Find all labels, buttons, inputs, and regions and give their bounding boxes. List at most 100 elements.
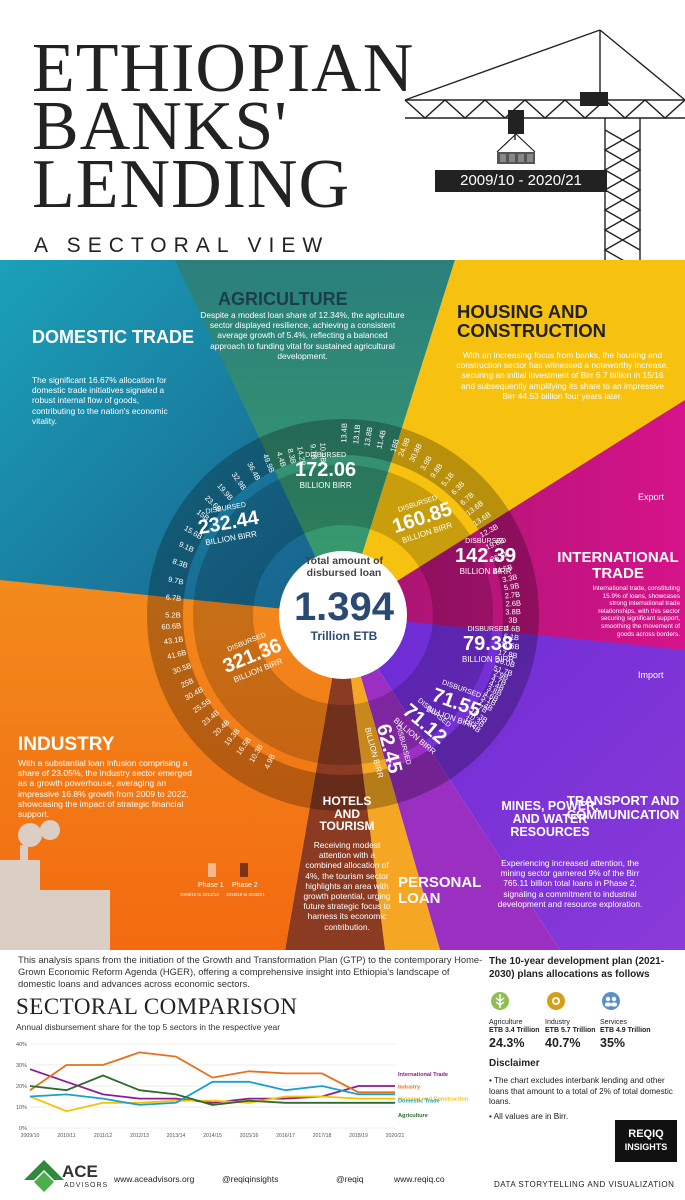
series-line-domestic-trade	[29, 1080, 395, 1106]
international-trade-title: INTERNATIONAL TRADE	[557, 549, 679, 582]
x-tick-label: 2018/19	[349, 1133, 368, 1139]
plan-agriculture-pct: 24.3%	[489, 1035, 525, 1050]
legend-label: Domestic Trade	[398, 1098, 440, 1104]
industry-value-label: 60.6B	[161, 621, 182, 632]
title-block: ETHIOPIAN BANKS' LENDING	[32, 30, 432, 223]
comparison-subtitle: Annual disbursement share for the top 5 …	[16, 1022, 281, 1032]
subtitle: A SECTORAL VIEW	[34, 234, 330, 257]
personal-loan-title: PERSONAL LOAN	[398, 874, 482, 907]
disclaimer-item: • The chart excludes interbank lending a…	[489, 1076, 673, 1106]
mines-title: MINES, POWER, AND WATER RESOURCES	[501, 799, 599, 840]
title-line-3: LENDING	[32, 146, 351, 223]
bottom-section: This analysis spans from the initiation …	[0, 950, 685, 1200]
plan-agriculture-name: Agriculture	[489, 1018, 523, 1026]
wheat-icon	[491, 992, 509, 1010]
agriculture-value-label: 13.4B	[339, 422, 349, 443]
phase2-range: 2018/19 to 2020/21	[226, 892, 265, 897]
import-total: DISBURSED 79.38 BILLION BIRR	[462, 626, 515, 664]
linkedin-handle[interactable]: @reqiq	[336, 1174, 364, 1184]
y-tick-label: 40%	[16, 1042, 27, 1048]
plan-industry: Industry ETB 5.7 Trillion 40.7%	[545, 990, 607, 1048]
wedge-personal	[343, 615, 440, 950]
disclaimer-item: • All values are in Birr.	[489, 1111, 569, 1121]
period-badge: 2009/10 - 2020/21	[435, 170, 607, 192]
housing-text: With an increasing focus from banks, the…	[456, 350, 669, 401]
wedge-industry	[0, 580, 343, 950]
domestic-trade-value-label: 6.7B	[165, 592, 182, 603]
wedge-housing	[343, 260, 685, 615]
export-label: Export	[638, 492, 665, 502]
wedge-transport	[343, 615, 685, 950]
international-trade-text: International trade, constituting 15.9% …	[592, 585, 680, 638]
agriculture-total: DISBURSED 172.06 BILLION BIRR	[295, 452, 357, 490]
series-line-international-trade	[29, 1068, 395, 1104]
y-tick-label: 20%	[16, 1084, 27, 1090]
plan-services-name: Services	[600, 1018, 627, 1026]
x-tick-label: 2013/14	[167, 1133, 186, 1139]
plan-services-amount: ETB 4.9 Trillion	[600, 1027, 651, 1034]
plan-industry-amount: ETB 5.7 Trillion	[545, 1027, 596, 1034]
reqiq-website-link[interactable]: www.reqiq.co	[394, 1174, 445, 1184]
plan-services-pct: 35%	[600, 1035, 626, 1050]
x-tick-label: 2012/13	[130, 1133, 149, 1139]
mines-text: Experiencing increased attention, the mi…	[497, 858, 643, 909]
plan-agriculture: Agriculture ETB 3.4 Trillion 24.3%	[489, 990, 551, 1050]
export-total: DISBURSED 142.39 BILLION BIRR	[455, 538, 517, 576]
title-line-2: BANKS'	[32, 88, 288, 165]
x-tick-label: 2009/10	[21, 1133, 40, 1139]
title-line-1: ETHIOPIAN	[32, 30, 415, 107]
crane-illustration	[404, 29, 685, 270]
disclaimer-list: • The chart excludes interbank lending a…	[489, 1076, 679, 1126]
phase1-range: 2009/10 to 2013/14	[180, 892, 219, 897]
reqiq-logo-top: REQIQ	[628, 1128, 664, 1140]
ace-website-link[interactable]: www.aceadvisors.org	[114, 1174, 195, 1184]
transport-title: TRANSPORT AND COMMUNICATION	[566, 793, 680, 822]
intro-text: This analysis spans from the initiation …	[18, 954, 483, 989]
agriculture-title: AGRICULTURE	[218, 289, 348, 309]
legend-label: Agriculture	[398, 1113, 428, 1119]
x-tick-label: 2014/15	[203, 1133, 222, 1139]
y-tick-label: 0%	[19, 1126, 27, 1132]
hotels-title: HOTELS AND TOURISM	[319, 794, 375, 834]
x-tick-label: 2017/18	[313, 1133, 332, 1139]
social-handle[interactable]: @reqiqinsights	[222, 1174, 279, 1184]
plan-agriculture-amount: ETB 3.4 Trillion	[489, 1027, 540, 1034]
wedge-mines	[343, 615, 560, 950]
legend-label: International Trade	[398, 1072, 448, 1078]
x-tick-label: 2010/11	[57, 1133, 75, 1139]
reqiq-logo: REQIQ INSIGHTS	[615, 1120, 677, 1162]
wedge-domestic-trade	[0, 260, 343, 615]
agriculture-value-label: 13.1B	[350, 423, 362, 445]
reqiq-logo-bottom: INSIGHTS	[624, 1142, 668, 1152]
sector-comparison-chart: 0% 10% 20% 30% 40% 2009/10 2010/11 2011/12 2012/…	[16, 1042, 469, 1139]
center-total: Total amount of disbursed loan 1.394 Tri…	[290, 555, 398, 673]
phase1-label: Phase 1	[198, 882, 224, 889]
plan-title: The 10-year development plan (2021-2030)…	[489, 956, 665, 980]
domestic-trade-text: The significant 16.67% allocation for do…	[32, 375, 168, 426]
domestic-trade-value-label: 5.2B	[165, 610, 181, 620]
ace-logo-sub: ADVISORS	[64, 1182, 109, 1189]
disclaimer-title: Disclaimer	[489, 1058, 540, 1069]
x-tick-label: 2015/16	[240, 1133, 259, 1139]
series-line-housing-and-construction	[29, 1095, 395, 1113]
ace-logo-name: ACE	[62, 1162, 98, 1181]
center-unit: Trillion ETB	[310, 629, 378, 643]
hotels-text: Receiving modest attention with a combin…	[303, 840, 391, 932]
series-line-industry	[29, 1051, 395, 1094]
series-line-agriculture	[29, 1074, 395, 1106]
plan-industry-name: Industry	[545, 1018, 570, 1026]
gear-icon	[547, 992, 565, 1010]
x-tick-label: 2016/17	[276, 1133, 295, 1139]
plan-services: Services ETB 4.9 Trillion 35%	[600, 990, 662, 1050]
wedge-agriculture	[175, 260, 455, 615]
y-tick-label: 30%	[16, 1063, 27, 1069]
phase2-label: Phase 2	[232, 882, 258, 889]
legend-label: Housing and Construction	[398, 1097, 469, 1103]
center-value: 1.394	[293, 585, 395, 629]
comparison-title: SECTORAL COMPARISON	[16, 994, 298, 1019]
footer: ACE ADVISORS www.aceadvisors.org @reqiqi…	[0, 1156, 470, 1196]
agriculture-text: Despite a modest loan share of 12.34%, t…	[200, 310, 405, 361]
housing-title: HOUSING AND CONSTRUCTION	[457, 301, 607, 342]
import-label: Import	[638, 670, 664, 680]
sector-wheel: DOMESTIC TRADE The significant 16.67% al…	[0, 260, 685, 950]
